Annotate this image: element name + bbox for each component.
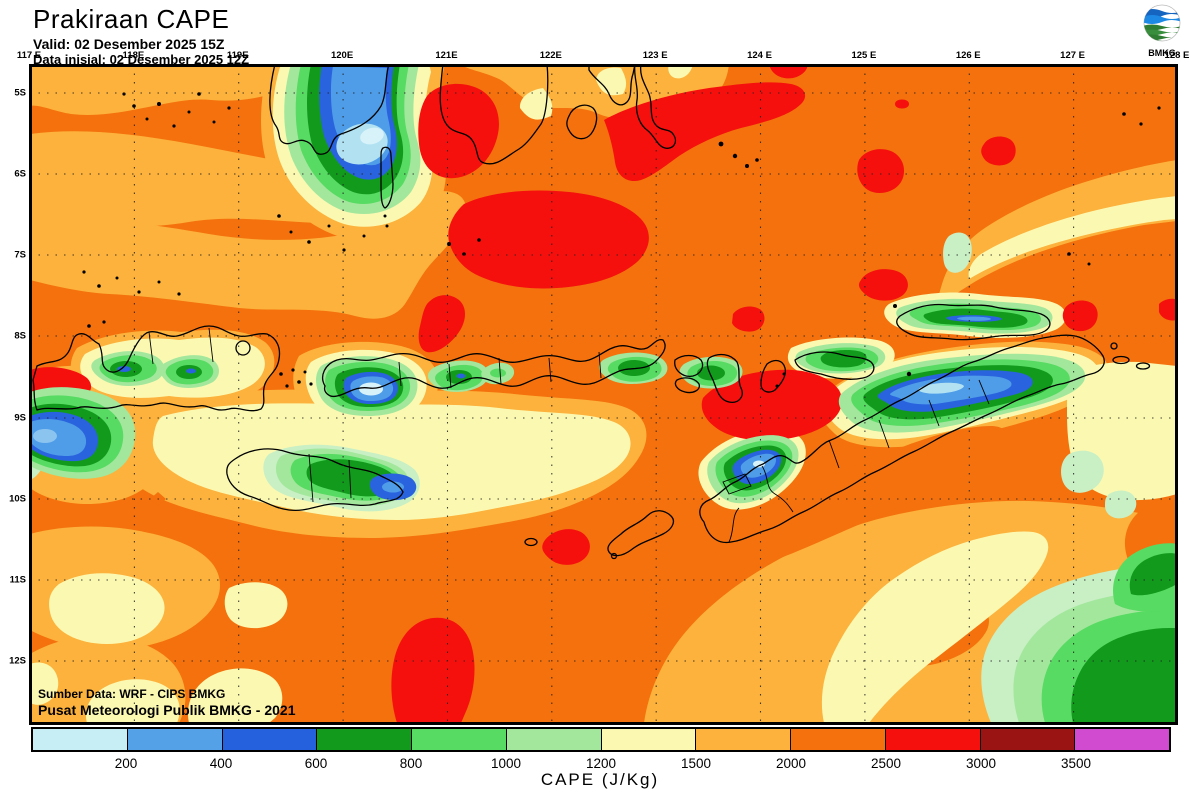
colorbar-tick-label: 2000 bbox=[775, 756, 807, 771]
low-cape-wetar bbox=[896, 298, 1053, 334]
colorbar-cell bbox=[601, 729, 697, 750]
lat-label: 10S bbox=[9, 493, 26, 505]
lat-label: 7S bbox=[14, 249, 26, 261]
lon-label: 119E bbox=[226, 50, 249, 61]
lon-label: 128 E bbox=[1164, 50, 1190, 61]
colorbar-cell bbox=[696, 729, 791, 750]
low-cape-alor bbox=[795, 343, 886, 374]
colorbar-tick-label: 1000 bbox=[490, 756, 522, 771]
lon-label: 127 E bbox=[1060, 50, 1086, 61]
header: Prakiraan CAPE Valid: 02 Desember 2025 1… bbox=[33, 4, 249, 67]
lat-label: 9S bbox=[14, 412, 26, 424]
coastlines bbox=[32, 63, 1151, 560]
cape-forecast-map bbox=[29, 63, 1178, 725]
lon-label: 122E bbox=[539, 50, 562, 61]
low-cape-east-timor bbox=[838, 353, 1086, 433]
lat-label: 12S bbox=[9, 655, 26, 667]
low-cape-sulawesi bbox=[284, 64, 421, 214]
colorbar-tick-label: 3000 bbox=[965, 756, 997, 771]
admin-boundaries bbox=[148, 327, 990, 543]
lon-label: 121E bbox=[435, 50, 458, 61]
colorbar-tick-label: 3500 bbox=[1060, 756, 1092, 771]
bmkg-globe-icon bbox=[1143, 4, 1181, 42]
low-cape-ne-sumbawa bbox=[91, 351, 219, 388]
low-cape-lombok-sumbawa bbox=[30, 387, 136, 479]
map-border bbox=[29, 64, 1178, 725]
lon-label: 120E bbox=[330, 50, 354, 61]
lat-label: 6S bbox=[14, 168, 26, 180]
lon-label: 124 E bbox=[747, 50, 772, 61]
colorbar-tick-label: 1200 bbox=[585, 756, 617, 771]
lon-label: 126 E bbox=[955, 50, 981, 61]
lon-label: 123 E bbox=[642, 50, 668, 61]
colorbar-tick-label: 200 bbox=[114, 756, 138, 771]
bmkg-logo-label: BMKG bbox=[1148, 48, 1176, 58]
colorbar-tick-label: 2500 bbox=[870, 756, 902, 771]
lat-label: 8S bbox=[14, 330, 26, 342]
colorbar-title: CAPE (J/Kg) bbox=[540, 770, 660, 789]
colorbar-cell bbox=[791, 729, 886, 750]
island-specks bbox=[82, 92, 1161, 388]
page-title: Prakiraan CAPE bbox=[33, 4, 230, 34]
map-credits: Sumber Data: WRF - CIPS BMKG Pusat Meteo… bbox=[38, 687, 296, 718]
publisher-label: Pusat Meteorologi Publik BMKG - 2021 bbox=[38, 701, 296, 718]
colorbar-cell bbox=[412, 729, 507, 750]
colorbar-cell bbox=[222, 729, 318, 750]
colorbar-cell bbox=[506, 729, 602, 750]
valid-time-label: Valid: 02 Desember 2025 15Z bbox=[33, 36, 225, 52]
colorbar-tick-label: 1500 bbox=[680, 756, 712, 771]
low-cape-west-flores bbox=[316, 356, 418, 416]
lon-label: 117 E bbox=[16, 50, 42, 61]
initial-time-label: Data inisial: 02 Desember 2025 12Z bbox=[33, 52, 250, 67]
lat-label: 5S bbox=[14, 87, 26, 99]
colorbar-tick-label: 400 bbox=[209, 756, 233, 771]
colorbar-cell bbox=[885, 729, 981, 750]
colorbar-tick-label: 600 bbox=[304, 756, 328, 771]
cape-band-2500-3000 bbox=[30, 64, 1177, 723]
colorbar-cell bbox=[33, 729, 128, 750]
cape-colorbar bbox=[31, 727, 1171, 752]
data-source-label: Sumber Data: WRF - CIPS BMKG bbox=[38, 687, 226, 701]
colorbar-cell bbox=[317, 729, 412, 750]
colorbar-cell bbox=[980, 729, 1076, 750]
lat-label: 11S bbox=[9, 574, 26, 586]
colorbar-cell bbox=[1075, 729, 1169, 750]
colorbar-tick-label: 800 bbox=[399, 756, 423, 771]
lon-label: 118E bbox=[122, 50, 145, 61]
low-cape-sumba bbox=[275, 448, 417, 506]
low-cape-southeast-corner bbox=[1013, 543, 1177, 723]
bmkg-logo: BMKG bbox=[1132, 3, 1192, 58]
lon-label: 125 E bbox=[851, 50, 877, 61]
cape-map-canvas bbox=[29, 63, 1178, 725]
colorbar-cell bbox=[127, 729, 223, 750]
